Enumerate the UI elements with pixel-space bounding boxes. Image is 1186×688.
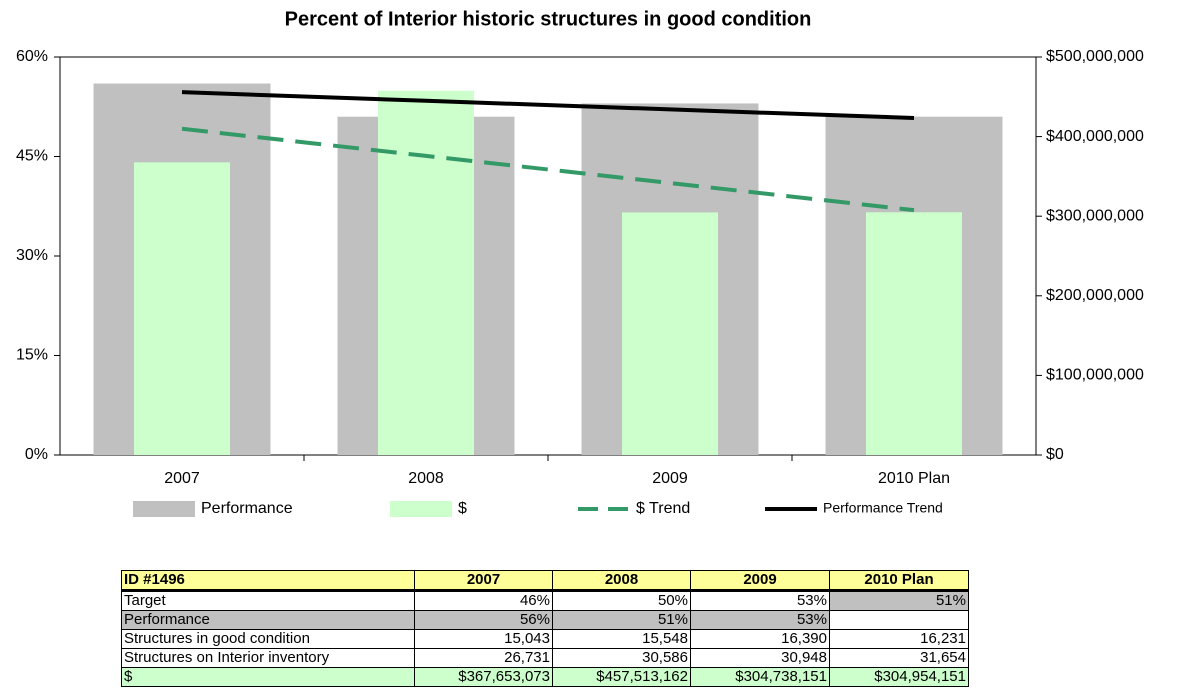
legend-label: Performance <box>201 500 293 517</box>
table-cell: $457,513,162 <box>552 667 691 687</box>
table-cell: $304,738,151 <box>690 667 830 687</box>
y-tick-label: 0% <box>25 446 48 463</box>
y2-tick-label: $300,000,000 <box>1046 207 1144 224</box>
table-row: Structures on Interior inventory 26,731 30… <box>121 648 969 668</box>
table-cell: 16,390 <box>690 629 830 649</box>
table-cell: 15,548 <box>552 629 691 649</box>
table-cell: 56% <box>414 610 553 630</box>
table-row: Performance 56% 51% 53% <box>121 610 969 630</box>
chart: Percent of Interior historic structures … <box>16 8 1144 517</box>
table-cell: Target <box>121 590 415 611</box>
bar <box>622 212 718 455</box>
data-table: ID #1496 2007 2008 2009 2010 Plan Target 46% 50… <box>121 570 969 687</box>
table-cell <box>829 610 969 630</box>
table-cell: 46% <box>414 590 553 611</box>
table-row: $ $367,653,073 $457,513,162 $304,738,151 $30… <box>121 667 969 687</box>
table-cell: $ <box>121 667 415 687</box>
table-cell: Performance <box>121 610 415 630</box>
y2-tick-label: $500,000,000 <box>1046 48 1144 65</box>
table-cell: 51% <box>552 610 691 630</box>
y2-tick-label: $100,000,000 <box>1046 367 1144 384</box>
table-cell: 16,231 <box>829 629 969 649</box>
table-cell: 31,654 <box>829 648 969 668</box>
table-cell: 2007 <box>414 570 553 592</box>
table-cell: 2009 <box>690 570 830 592</box>
table-row: Structures in good condition 15,043 15,548… <box>121 629 969 649</box>
table-cell: 51% <box>829 590 969 611</box>
y-tick-label: 15% <box>16 347 48 364</box>
y2-tick-label: $400,000,000 <box>1046 128 1144 145</box>
table-cell: ID #1496 <box>121 570 415 592</box>
table-cell: 30,948 <box>690 648 830 668</box>
chart-title: Percent of Interior historic structures … <box>285 8 812 30</box>
table-cell: $367,653,073 <box>414 667 553 687</box>
trend-line <box>181 90 915 121</box>
legend-label: Performance Trend <box>823 500 943 516</box>
table-cell: 2008 <box>552 570 691 592</box>
y-tick-label: 45% <box>16 148 48 165</box>
table-cell: 15,043 <box>414 629 553 649</box>
table-row: Target 46% 50% 53% 51% <box>121 590 969 611</box>
table-cell: $304,954,151 <box>829 667 969 687</box>
legend-label: $ <box>458 500 467 517</box>
table-cell: 2010 Plan <box>829 570 969 592</box>
trend-line <box>181 126 915 213</box>
table-row: ID #1496 2007 2008 2009 2010 Plan <box>121 570 969 592</box>
y-tick-label: 30% <box>16 247 48 264</box>
legend-swatch <box>133 501 195 517</box>
y2-tick-label: $200,000,000 <box>1046 287 1144 304</box>
legend-swatch <box>390 501 452 517</box>
y-tick-label: 60% <box>16 48 48 65</box>
legend-label: $ Trend <box>636 500 690 517</box>
table-cell: 53% <box>690 610 830 630</box>
table-cell: Structures on Interior inventory <box>121 648 415 668</box>
table-cell: 53% <box>690 590 830 611</box>
table-cell: Structures in good condition <box>121 629 415 649</box>
bar <box>378 90 474 456</box>
y2-tick-label: $0 <box>1046 446 1064 463</box>
x-tick-label: 2007 <box>164 470 200 487</box>
bar <box>134 162 230 456</box>
table-cell: 26,731 <box>414 648 553 668</box>
x-tick-label: 2008 <box>408 470 444 487</box>
x-tick-label: 2010 Plan <box>878 470 950 487</box>
x-tick-label: 2009 <box>652 470 688 487</box>
table-cell: 30,586 <box>552 648 691 668</box>
bar <box>866 212 962 455</box>
table-cell: 50% <box>552 590 691 611</box>
